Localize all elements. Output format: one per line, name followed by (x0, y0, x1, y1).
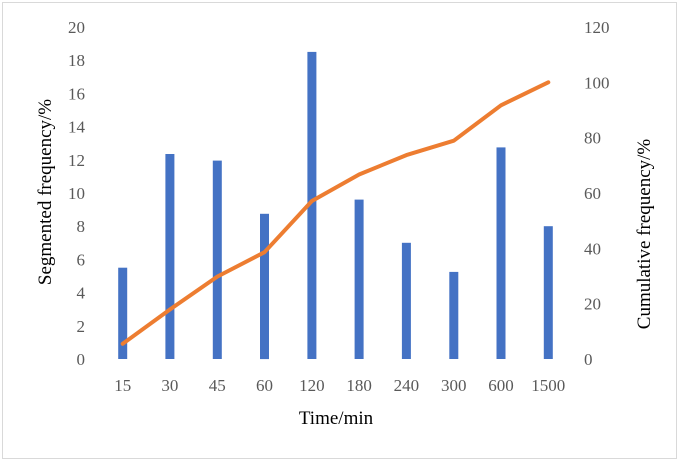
right-tick-label: 40 (584, 239, 601, 258)
left-tick-label: 8 (77, 217, 86, 236)
bar-15 (118, 267, 128, 359)
left-tick-label: 4 (77, 284, 86, 303)
bar-180 (354, 199, 364, 359)
x-tick-label: 45 (209, 376, 226, 395)
right-tick-label: 0 (584, 350, 593, 369)
left-tick-label: 2 (77, 317, 86, 336)
cumulative-line (120, 80, 551, 346)
chart-frame (2, 2, 677, 459)
bar-series (118, 51, 553, 360)
left-tick-label: 12 (68, 151, 85, 170)
bar-300 (449, 271, 459, 359)
bar-120 (307, 51, 317, 360)
left-tick-label: 20 (68, 18, 85, 37)
right-axis-ticks: 0 20 40 60 80 100 120 (584, 18, 610, 369)
x-tick-label: 180 (346, 376, 372, 395)
left-axis-title: Segmented frequency/% (35, 99, 56, 285)
x-tick-label: 60 (256, 376, 273, 395)
x-tick-label: 30 (161, 376, 178, 395)
left-tick-label: 16 (68, 84, 85, 103)
left-axis-ticks: 0 2 4 6 8 10 12 14 16 18 20 (68, 18, 86, 369)
left-tick-label: 0 (77, 350, 86, 369)
left-tick-label: 10 (68, 184, 85, 203)
x-tick-label: 15 (114, 376, 131, 395)
line-series (120, 80, 551, 346)
x-tick-label: 600 (488, 376, 514, 395)
bar-240 (401, 242, 411, 359)
x-axis-ticks: 15 30 45 60 120 180 240 300 600 1500 (114, 376, 565, 395)
right-tick-label: 80 (584, 129, 601, 148)
right-tick-label: 60 (584, 184, 601, 203)
x-tick-label: 1500 (531, 376, 565, 395)
bar-60 (260, 213, 269, 360)
left-tick-label: 14 (68, 118, 86, 137)
bar-30 (165, 154, 175, 359)
x-tick-label: 300 (441, 376, 467, 395)
right-tick-label: 120 (584, 18, 610, 37)
bar-1500 (543, 226, 553, 359)
x-axis-title: Time/min (299, 408, 374, 429)
right-tick-label: 20 (584, 295, 601, 314)
left-tick-label: 6 (77, 250, 86, 269)
bar-600 (496, 147, 506, 359)
right-tick-label: 100 (584, 73, 610, 92)
bar-45 (212, 160, 222, 359)
left-tick-label: 18 (68, 51, 85, 70)
x-tick-label: 120 (299, 376, 325, 395)
right-axis-title: Cumulative frequency/% (634, 139, 655, 330)
x-tick-label: 240 (394, 376, 420, 395)
